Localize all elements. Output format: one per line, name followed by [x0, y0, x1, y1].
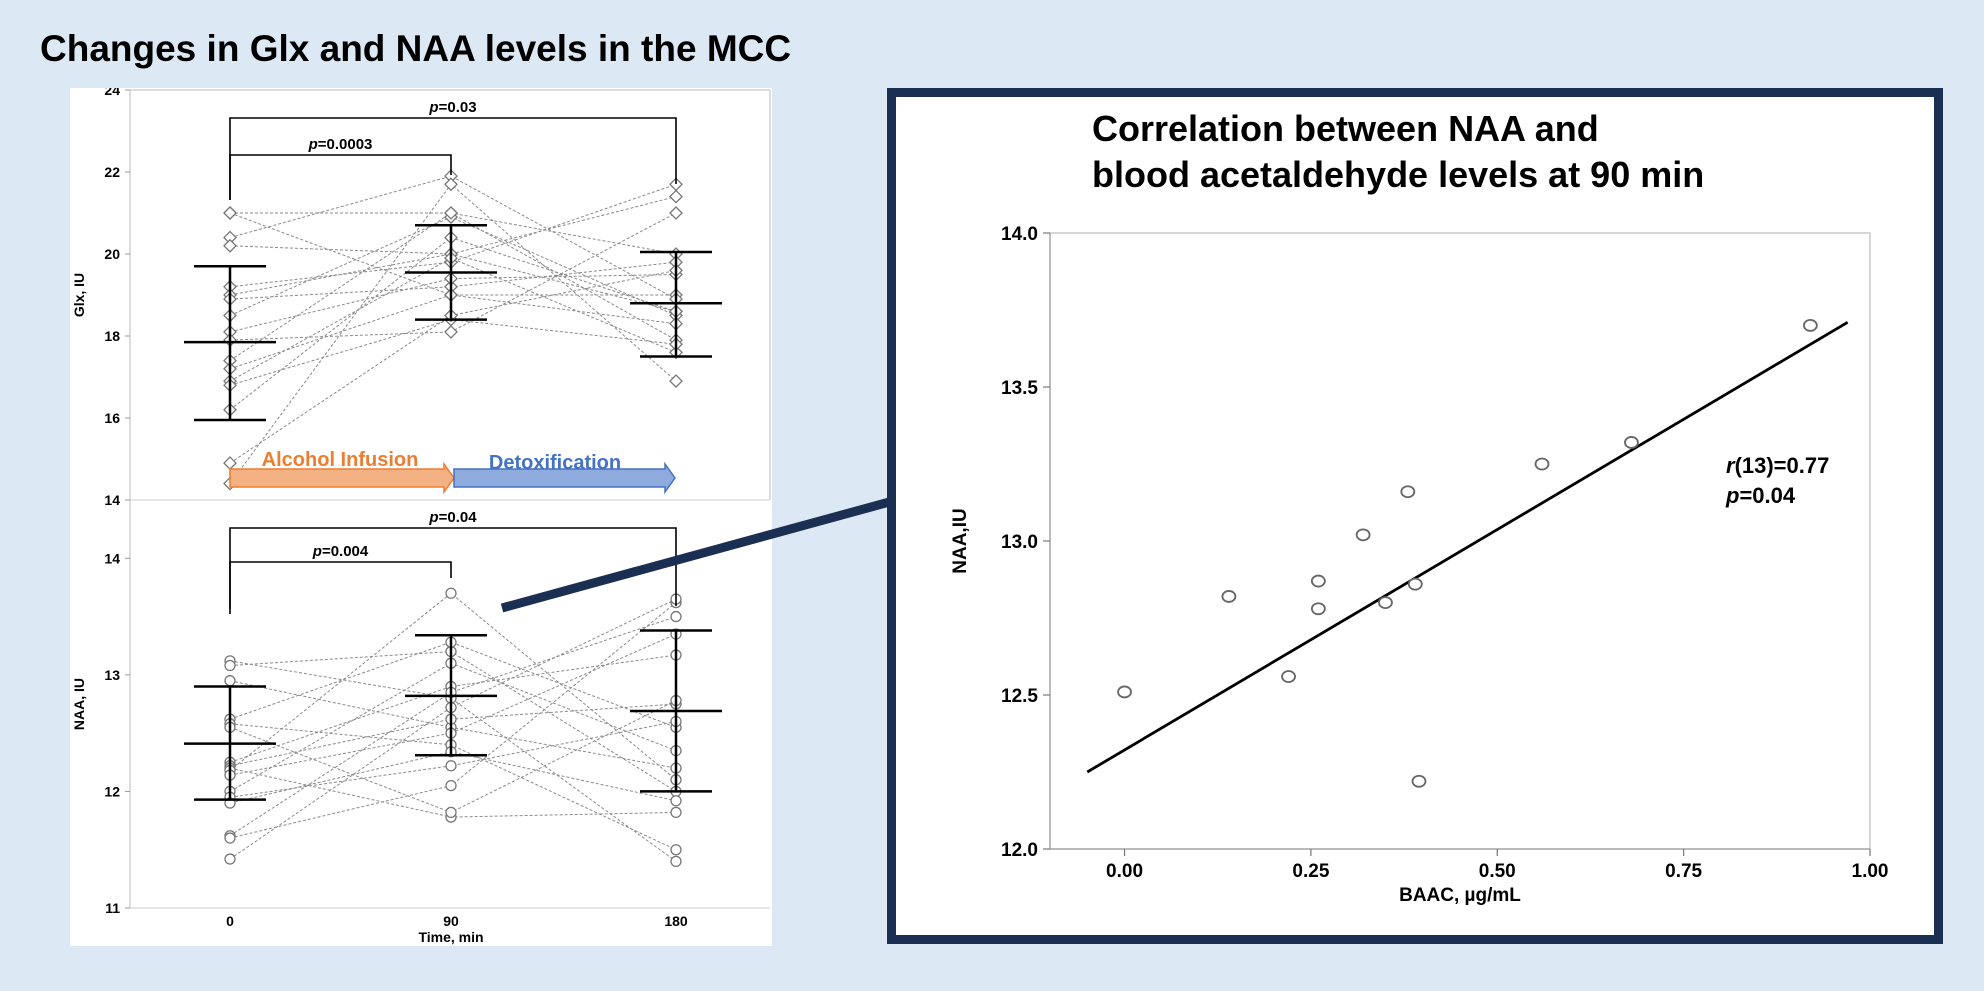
correlation-data-point — [1400, 485, 1416, 499]
naa-data-point — [224, 659, 236, 672]
naa-data-point — [670, 610, 682, 623]
naa-data-point — [670, 795, 682, 807]
glx-data-point — [444, 324, 458, 339]
correlation-x-axis-label: BAAC, µg/mL — [1399, 885, 1521, 906]
glx-y-tick-label: 20 — [104, 246, 120, 262]
correlation-x-tick-label: 0.50 — [1479, 861, 1516, 882]
correlation-data-point — [1624, 436, 1639, 449]
correlation-data-point — [1310, 574, 1326, 588]
time-course-panel: 14 16 18 20 22 24 Glx, IU p=0.0003 p=0.03 11 12 13… — [70, 82, 772, 946]
phase-arrows: Alcohol Infusion Detoxification — [229, 449, 676, 495]
naa-data-point — [224, 832, 236, 844]
correlation-x-tick-label: 1.00 — [1852, 861, 1889, 882]
naa-data-point — [224, 675, 236, 687]
correlation-x-tick-label: 0.25 — [1292, 861, 1329, 882]
correlation-y-tick-label: 13.0 — [1001, 532, 1038, 553]
glx-data-point — [223, 456, 237, 471]
main-title: Changes in Glx and NAA levels in the MCC — [40, 28, 792, 69]
correlation-plot-frame — [1049, 232, 1871, 850]
glx-significance-bracket — [229, 154, 452, 200]
glx-y-tick-label: 16 — [104, 410, 120, 426]
correlation-y-tick-label: 13.5 — [1001, 378, 1038, 399]
correlation-y-tick-label: 14.0 — [1001, 224, 1038, 245]
glx-y-tick-label: 24 — [104, 88, 120, 98]
glx-data-point — [223, 206, 237, 220]
glx-data-point — [223, 238, 237, 253]
correlation-data-point — [1355, 528, 1371, 542]
naa-y-tick-label: 11 — [105, 900, 120, 916]
correlation-data-point — [1802, 318, 1818, 332]
correlation-y-tick-label: 12.0 — [1001, 840, 1038, 861]
naa-x-tick-label: 0 — [226, 913, 234, 929]
correlation-data-point — [1407, 577, 1423, 591]
correlation-data-point — [1378, 596, 1393, 610]
glx-significance-bracket — [229, 117, 677, 200]
glx-y-tick-label: 22 — [104, 164, 120, 180]
correlation-x-tick-label: 0.00 — [1106, 861, 1143, 882]
correlation-y-axis-label: NAA,IU — [950, 508, 971, 573]
naa-data-point — [445, 760, 457, 772]
correlation-title-line2: blood acetaldehyde levels at 90 min — [1092, 154, 1704, 195]
glx-p-value: p=0.03 — [428, 99, 476, 116]
naa-x-tick-label: 90 — [443, 913, 459, 929]
naa-data-point — [670, 844, 682, 856]
naa-y-tick-label: 13 — [104, 667, 120, 683]
naa-subject-line — [229, 654, 677, 763]
detoxification-arrow — [453, 461, 676, 495]
naa-subject-line — [229, 720, 677, 798]
glx-y-tick-label: 18 — [104, 328, 120, 344]
correlation-data-point — [1411, 774, 1427, 788]
glx-data-point — [669, 206, 683, 220]
glx-data-point — [444, 206, 458, 220]
naa-data-point — [445, 587, 457, 599]
regression-line — [1086, 321, 1849, 774]
naa-y-axis-label: NAA, IU — [71, 678, 87, 730]
r-statistic: r(13)=0.77 — [1726, 453, 1829, 478]
glx-data-point — [669, 189, 683, 204]
correlation-chart: Correlation between NAA and blood acetald… — [950, 108, 1888, 906]
naa-plot: 11 12 13 14 NAA, IU p=0.004 p=0.04 0 90 180 Time, … — [71, 500, 770, 945]
naa-data-point — [670, 855, 682, 868]
naa-subject-line — [229, 751, 677, 804]
correlation-data-point — [1310, 602, 1326, 616]
correlation-x-tick-label: 0.75 — [1665, 861, 1702, 882]
correlation-plot: Correlation between NAA and blood acetald… — [950, 108, 1888, 906]
glx-plot: 14 16 18 20 22 24 Glx, IU p=0.0003 p=0.03 — [71, 82, 771, 508]
naa-p-value: p=0.004 — [312, 543, 369, 560]
correlation-data-point — [1221, 590, 1237, 603]
correlation-data-point — [1534, 457, 1550, 471]
p-statistic: p=0.04 — [1725, 483, 1796, 508]
time-course-chart: 14 16 18 20 22 24 Glx, IU p=0.0003 p=0.03 11 12 13… — [71, 82, 771, 945]
correlation-title-line1: Correlation between NAA and — [1092, 108, 1599, 149]
naa-x-axis-label: Time, min — [418, 929, 483, 945]
glx-p-value: p=0.0003 — [308, 136, 373, 153]
naa-p-value: p=0.04 — [428, 509, 477, 526]
glx-data-point — [669, 374, 683, 389]
naa-y-tick-label: 14 — [104, 550, 120, 566]
correlation-data-point — [1117, 685, 1132, 699]
naa-x-tick-label: 180 — [664, 913, 688, 929]
alcohol-infusion-arrow — [229, 461, 455, 495]
glx-subject-line — [229, 175, 677, 300]
naa-y-tick-label: 12 — [104, 783, 120, 799]
glx-y-axis-label: Glx, IU — [71, 273, 87, 317]
naa-data-point — [224, 853, 236, 865]
correlation-panel: Correlation between NAA and blood acetald… — [887, 88, 1943, 944]
glx-y-tick-label: 14 — [104, 492, 120, 508]
glx-data-point — [444, 177, 458, 192]
naa-subject-line — [229, 616, 677, 837]
correlation-y-tick-label: 12.5 — [1001, 686, 1038, 707]
correlation-data-point — [1281, 670, 1296, 683]
naa-data-point — [445, 779, 457, 792]
detoxification-label: Detoxification — [489, 452, 621, 474]
naa-data-point — [670, 806, 682, 819]
naa-data-point — [445, 806, 457, 819]
naa-significance-bracket — [229, 561, 452, 614]
alcohol-infusion-label: Alcohol Infusion — [262, 449, 419, 471]
